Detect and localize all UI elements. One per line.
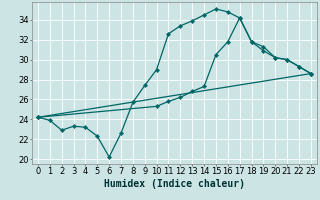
X-axis label: Humidex (Indice chaleur): Humidex (Indice chaleur) <box>104 179 245 189</box>
